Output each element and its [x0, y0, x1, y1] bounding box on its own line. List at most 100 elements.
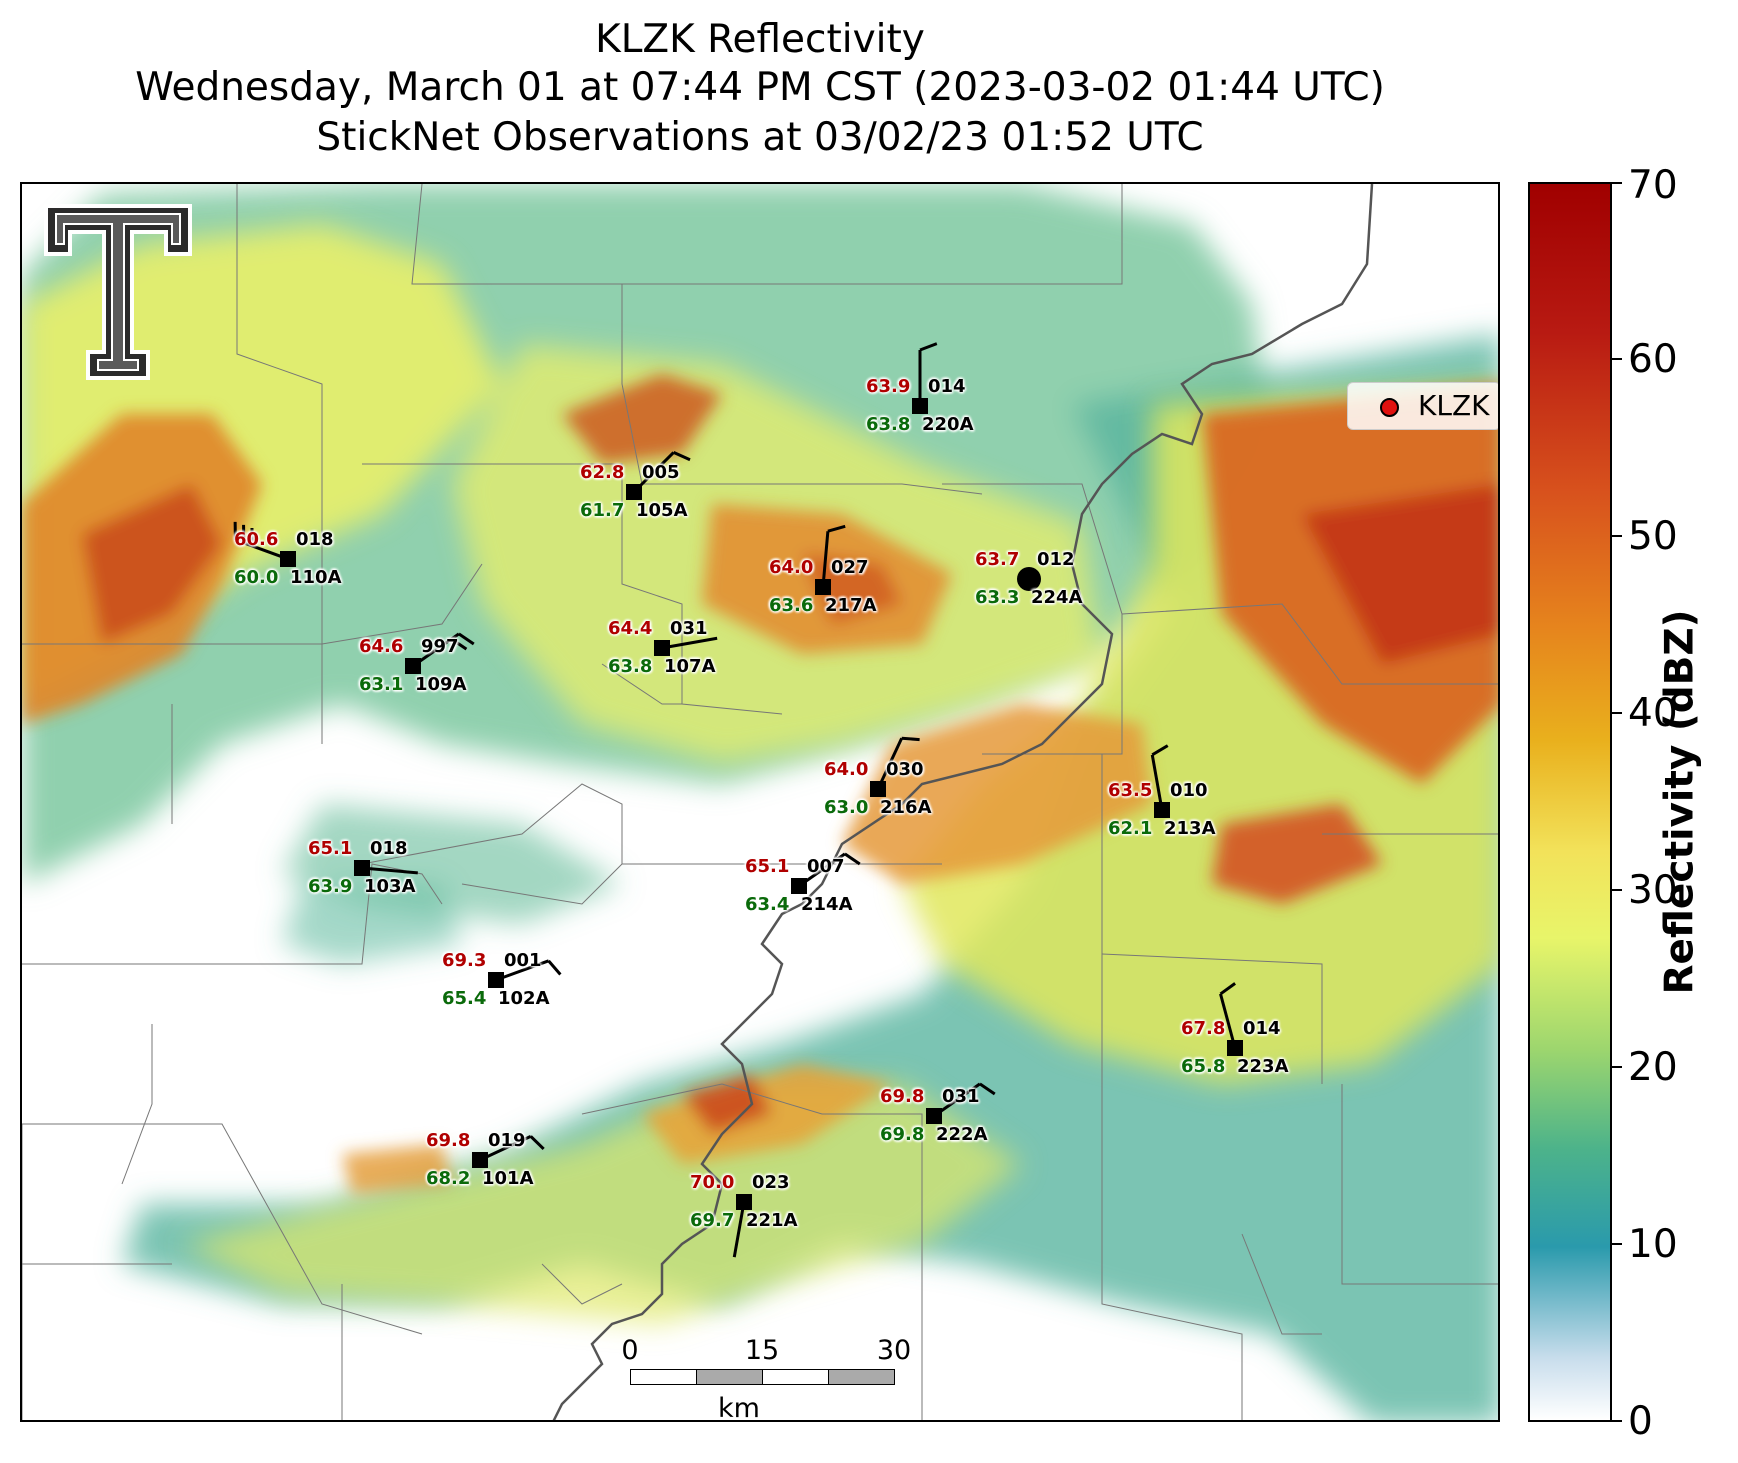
station-marker	[870, 781, 886, 797]
map-title: KLZK Reflectivity	[595, 17, 925, 62]
station-dewpoint: 68.2	[426, 1168, 471, 1189]
station-temperature: 64.0	[824, 759, 869, 780]
station-dewpoint: 60.0	[234, 567, 279, 588]
county-borders	[22, 184, 1498, 1420]
station-dewpoint: 63.0	[824, 797, 869, 818]
station-marker	[626, 484, 642, 500]
station-pressure: 010	[1170, 780, 1208, 801]
station-dewpoint: 63.8	[866, 414, 911, 435]
station-temperature: 70.0	[690, 1172, 735, 1193]
station-temperature: 63.9	[866, 376, 911, 397]
colorbar-tick	[1612, 1243, 1622, 1245]
colorbar-title: Reflectivity (dBZ)	[1657, 609, 1703, 995]
station-dewpoint: 63.4	[745, 894, 790, 915]
station-id: 110A	[290, 567, 342, 588]
colorbar-label-0: 0	[1628, 1399, 1653, 1444]
station-id: 105A	[636, 500, 688, 521]
station-id: 103A	[364, 876, 416, 897]
station-temperature: 63.5	[1108, 780, 1153, 801]
station-id: 221A	[746, 1210, 798, 1231]
station-pressure: 007	[807, 856, 845, 877]
station-marker	[1154, 802, 1170, 818]
station-marker	[736, 1194, 752, 1210]
station-id: 222A	[936, 1124, 988, 1145]
wind-barb-102A	[495, 959, 550, 982]
wind-barb-flag	[529, 1135, 545, 1150]
station-marker	[280, 551, 296, 567]
wind-barb-101A	[479, 1134, 532, 1162]
reflectivity-field	[22, 184, 1498, 1420]
colorbar-label-40: 40	[1628, 691, 1678, 736]
station-marker	[791, 878, 807, 894]
colorbar-tick	[1612, 182, 1622, 184]
station-dewpoint: 63.6	[769, 595, 814, 616]
wind-barb-103A	[361, 866, 418, 875]
station-pressure: 014	[928, 376, 966, 397]
wind-barb-flag	[827, 524, 846, 533]
colorbar-label-50: 50	[1628, 514, 1678, 559]
station-marker	[405, 658, 421, 674]
station-pressure: 997	[421, 636, 459, 657]
colorbar-tick	[1612, 1420, 1622, 1422]
scale-segment	[828, 1369, 895, 1385]
station-temperature: 65.1	[745, 856, 790, 877]
colorbar-label-60: 60	[1628, 337, 1678, 382]
station-temperature: 62.8	[580, 462, 625, 483]
colorbar-tick	[1612, 358, 1622, 360]
station-pressure: 012	[1037, 549, 1075, 570]
station-id: 109A	[415, 674, 467, 695]
station-temperature: 60.6	[234, 529, 279, 550]
wind-barb-flag	[1151, 744, 1169, 757]
scale-unit: km	[718, 1393, 760, 1424]
colorbar-label-70: 70	[1628, 163, 1678, 208]
wind-barb-216A	[876, 737, 904, 790]
radar-site-marker	[1017, 567, 1041, 591]
station-dewpoint: 63.3	[975, 587, 1020, 608]
station-dewpoint: 69.7	[690, 1210, 735, 1231]
scale-tick-30: 30	[876, 1335, 912, 1366]
station-dewpoint: 63.9	[308, 876, 353, 897]
station-dewpoint: 61.7	[580, 500, 625, 521]
colorbar: 0 10 20 30 40 50 60 70	[1528, 166, 1678, 1441]
station-dewpoint: 65.8	[1181, 1056, 1226, 1077]
station-marker	[926, 1108, 942, 1124]
radar-map[interactable]: KLZK 60.6 018 60.0 110A 62.8 005 61.7 105A 63.9 0…	[20, 182, 1500, 1422]
wind-barb-flag	[450, 637, 468, 651]
wind-barb-flag	[672, 451, 691, 462]
colorbar-label-10: 10	[1628, 1222, 1678, 1267]
station-pressure: 030	[886, 759, 924, 780]
station-pressure: 031	[670, 618, 708, 639]
colorbar-label-20: 20	[1628, 1045, 1678, 1090]
station-marker	[815, 579, 831, 595]
station-temperature: 69.8	[426, 1130, 471, 1151]
scale-bar: 0 15 30 km	[605, 1335, 911, 1424]
station-dewpoint: 69.8	[880, 1124, 925, 1145]
map-subtitle-time: Wednesday, March 01 at 07:44 PM CST (202…	[135, 65, 1385, 110]
station-temperature: 65.1	[308, 838, 353, 859]
station-temperature: 64.4	[608, 618, 653, 639]
station-pressure: 031	[942, 1086, 980, 1107]
map-subtitle-obs: StickNet Observations at 03/02/23 01:52 …	[316, 115, 1204, 160]
river	[552, 184, 1374, 1420]
wind-barb-221A	[732, 1201, 746, 1258]
station-pressure: 018	[296, 529, 334, 550]
station-pressure: 019	[488, 1130, 526, 1151]
colorbar-label-30: 30	[1628, 868, 1678, 913]
station-pressure: 018	[370, 838, 408, 859]
scale-segment	[630, 1369, 697, 1385]
station-pressure: 001	[504, 950, 542, 971]
colorbar-tick	[1612, 712, 1622, 714]
echo-heavy	[22, 374, 1498, 1194]
wind-barb-flag	[919, 342, 938, 352]
scale-segment	[696, 1369, 763, 1385]
scale-segment	[762, 1369, 829, 1385]
station-dewpoint: 63.1	[359, 674, 404, 695]
station-temperature: 63.7	[975, 549, 1020, 570]
map-legend: KLZK	[1347, 382, 1498, 430]
station-pressure: 023	[752, 1172, 790, 1193]
station-dewpoint: 63.8	[608, 656, 653, 677]
station-marker	[1227, 1040, 1243, 1056]
colorbar-tick	[1612, 1066, 1622, 1068]
wind-barb-110A	[234, 538, 289, 561]
wind-barb-217A	[821, 531, 830, 588]
